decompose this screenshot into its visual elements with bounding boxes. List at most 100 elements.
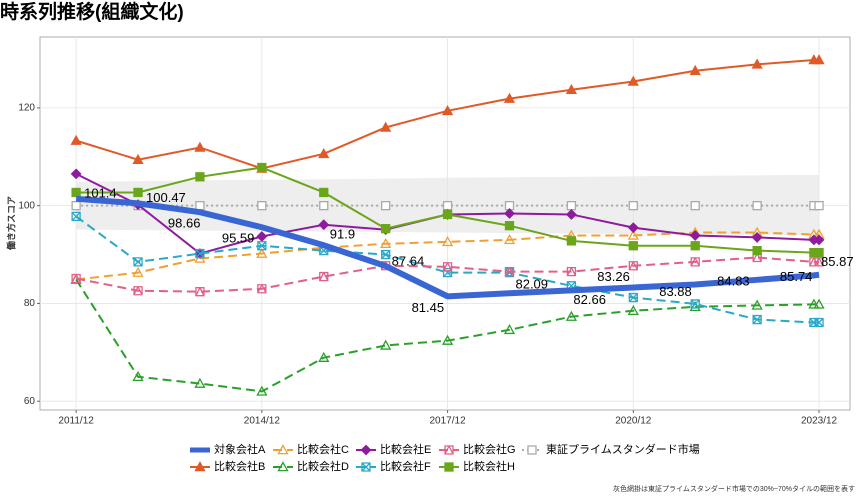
y-tick-label: 80	[24, 298, 36, 309]
marker	[814, 317, 824, 328]
data-label: 95.59	[222, 231, 255, 246]
marker	[442, 262, 453, 272]
marker	[381, 223, 391, 234]
data-label: 91.9	[330, 227, 355, 242]
marker	[628, 201, 638, 211]
marker	[441, 104, 454, 116]
series-line	[75, 58, 820, 170]
marker	[318, 147, 330, 159]
legend-marker	[194, 461, 206, 472]
series-line	[75, 172, 820, 255]
marker	[441, 334, 454, 345]
marker	[70, 134, 82, 145]
legend-marker	[277, 461, 289, 472]
x-tick-label: 2017/12	[430, 416, 467, 427]
data-label: 82.66	[573, 292, 606, 307]
marker	[565, 209, 577, 220]
legend-label: 対象会社A	[214, 442, 266, 456]
marker	[565, 83, 578, 95]
marker	[566, 201, 577, 211]
marker	[194, 141, 206, 152]
marker	[751, 299, 763, 310]
marker	[70, 168, 82, 180]
legend-label: 比較会社E	[380, 442, 431, 456]
marker	[628, 241, 638, 251]
marker	[194, 377, 206, 388]
legend-item: 比較会社D	[273, 459, 349, 473]
marker	[813, 54, 825, 65]
series-line	[75, 278, 820, 393]
legend-label: 比較会社D	[297, 459, 349, 473]
legend-marker	[444, 462, 454, 472]
marker	[381, 249, 391, 260]
marker	[256, 385, 268, 396]
marker	[503, 234, 516, 245]
marker	[627, 75, 639, 86]
marker	[690, 201, 700, 211]
marker	[504, 221, 515, 231]
marker	[566, 236, 577, 246]
legend-label: 比較会社F	[380, 459, 431, 473]
marker	[257, 241, 267, 251]
data-label: 82.09	[515, 277, 548, 292]
x-tick-label: 2020/12	[615, 416, 652, 427]
marker	[71, 211, 81, 222]
marker	[442, 209, 453, 220]
marker	[628, 292, 638, 303]
x-tick-label: 2014/12	[244, 416, 281, 427]
x-tick-label: 2023/12	[801, 416, 838, 427]
series-line	[75, 256, 820, 293]
data-label: 100.47	[146, 190, 186, 205]
marker	[504, 208, 515, 219]
marker	[132, 370, 144, 382]
marker	[195, 248, 205, 259]
marker	[751, 232, 763, 243]
legend-label: 比較会社B	[214, 459, 265, 473]
marker	[132, 266, 144, 277]
marker	[195, 287, 205, 297]
marker	[381, 201, 391, 211]
data-label: 98.66	[168, 216, 201, 231]
marker	[133, 257, 143, 267]
marker	[380, 237, 392, 249]
marker	[257, 201, 267, 211]
legend-item: 比較会社H	[439, 459, 515, 473]
marker	[690, 257, 700, 267]
marker	[565, 310, 578, 321]
marker	[814, 201, 824, 211]
legend-item: 比較会社F	[356, 459, 431, 473]
marker	[627, 304, 639, 316]
legend-marker	[277, 444, 289, 455]
data-label: 85.74	[780, 269, 813, 284]
series-line	[75, 215, 820, 324]
marker	[689, 230, 701, 241]
marker	[752, 201, 762, 211]
data-label: 83.26	[597, 269, 630, 284]
legend-marker	[360, 444, 372, 456]
legend-marker	[527, 445, 537, 455]
series-line	[76, 231, 820, 281]
marker	[442, 267, 453, 278]
marker	[256, 247, 268, 258]
legend-label: 比較会社C	[297, 442, 349, 456]
marker	[133, 187, 143, 198]
x-tick-label: 2011/12	[58, 416, 94, 427]
marker	[132, 153, 144, 164]
marker	[628, 261, 638, 271]
marker	[319, 201, 329, 211]
marker	[133, 286, 143, 296]
marker	[71, 201, 81, 211]
data-label: 87.64	[392, 254, 425, 269]
marker	[751, 58, 763, 69]
marker	[689, 64, 701, 75]
marker	[752, 245, 762, 256]
marker	[503, 323, 516, 335]
legend-label: 比較会社G	[463, 442, 516, 456]
legend-marker	[361, 462, 371, 472]
y-tick-label: 120	[18, 103, 35, 114]
y-axis-label: 働き方スコア	[5, 196, 16, 251]
legend-label: 東証プライムスタンダード市場	[546, 442, 700, 456]
marker	[442, 201, 453, 211]
legend-item: 比較会社C	[273, 442, 349, 456]
marker	[380, 339, 392, 350]
